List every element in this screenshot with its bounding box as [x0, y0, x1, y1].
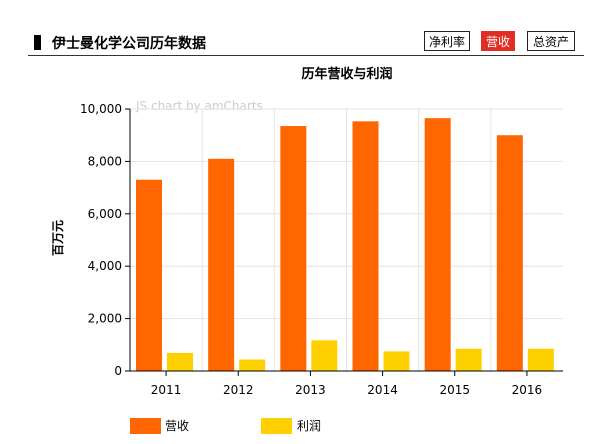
y-tick-label: 4,000 [88, 259, 122, 273]
y-tick-label: 8,000 [88, 154, 122, 168]
y-tick-label: 0 [114, 364, 122, 378]
x-tick-label: 2013 [295, 383, 326, 397]
grid-lines [130, 108, 563, 371]
x-tick-label: 2016 [512, 383, 543, 397]
bars [136, 118, 554, 371]
tab-total-assets[interactable]: 总资产 [527, 31, 575, 51]
axes: 0 2,000 4,000 6,000 8,000 10,000 2011 2012 2013 2… [80, 102, 563, 397]
bar-profit [311, 340, 338, 371]
bar-profit [527, 348, 554, 371]
tab-revenue[interactable]: 营收 [481, 31, 515, 51]
x-tick-label: 2014 [367, 383, 398, 397]
revenue-profit-chart: 历年营收与利润 JS chart by amCharts 0 2,000 4,000… [51, 66, 563, 397]
y-tick-label: 6,000 [88, 207, 122, 221]
bar-profit [383, 351, 410, 371]
bar-revenue [208, 158, 235, 371]
legend-label-profit: 利润 [297, 419, 322, 433]
header: 伊士曼化学公司历年数据 净利率 营收 总资产 [0, 0, 600, 60]
bar-revenue [352, 121, 379, 371]
bar-profit [455, 348, 482, 371]
y-tick-label: 10,000 [80, 102, 122, 116]
header-divider [28, 55, 584, 56]
legend-label-revenue: 营收 [165, 419, 190, 433]
watermark: JS chart by amCharts [135, 99, 263, 113]
chart-title: 历年营收与利润 [301, 66, 392, 82]
y-axis-label: 百万元 [51, 220, 65, 256]
bar-revenue [424, 118, 451, 371]
bar-revenue [496, 135, 523, 371]
x-tick-label: 2015 [439, 383, 470, 397]
tab-net-margin[interactable]: 净利率 [424, 31, 470, 51]
bar-revenue [136, 179, 162, 371]
y-tick-label: 2,000 [88, 312, 122, 326]
legend-swatch-profit [261, 418, 292, 434]
bar-revenue [280, 126, 307, 371]
title-marker [34, 35, 41, 50]
page-title: 伊士曼化学公司历年数据 [52, 36, 206, 52]
legend-swatch-revenue [130, 418, 161, 434]
bar-profit [167, 352, 193, 371]
x-tick-label: 2011 [151, 383, 182, 397]
bar-profit [239, 359, 266, 371]
x-tick-label: 2012 [223, 383, 254, 397]
